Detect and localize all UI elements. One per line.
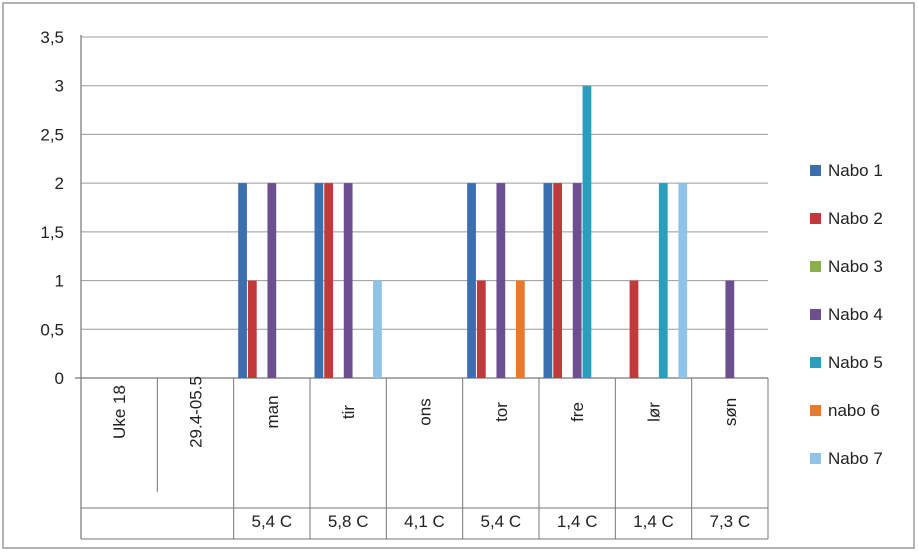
bar	[582, 85, 592, 378]
legend-swatch	[810, 261, 821, 272]
category-label: lør	[645, 402, 664, 422]
category-sub-label: 5,8 C	[328, 512, 369, 531]
bar	[267, 183, 277, 378]
y-tick-label: 3	[55, 77, 64, 96]
bars	[238, 85, 735, 378]
bar	[238, 183, 247, 378]
category-label: fre	[568, 402, 587, 422]
bar	[324, 183, 334, 378]
y-tick-label: 1,5	[40, 223, 64, 242]
bar	[343, 183, 353, 378]
legend-swatch	[810, 453, 821, 464]
bar	[515, 280, 525, 378]
y-tick-label: 1	[55, 272, 64, 291]
category-sub-label: 1,4 C	[633, 512, 674, 531]
y-tick-label: 2	[55, 174, 64, 193]
category-sub-label: 5,4 C	[252, 512, 293, 531]
bar	[314, 183, 324, 378]
bar	[496, 183, 506, 378]
legend-label: Nabo 1	[828, 161, 883, 180]
category-label: 29.4-05.5	[187, 376, 206, 448]
legend-swatch	[810, 405, 821, 416]
bar	[658, 183, 668, 378]
y-tick-label: 2,5	[40, 125, 64, 144]
category-sub-label: 1,4 C	[557, 512, 598, 531]
category-label: tor	[492, 402, 511, 422]
bar	[373, 280, 382, 378]
bar	[725, 280, 735, 378]
legend: Nabo 1 Nabo 2 Nabo 3 Nabo 4 Nabo 5 nabo 6 Nabo…	[810, 161, 883, 468]
bar	[476, 280, 486, 378]
category-sub-label: 5,4 C	[481, 512, 522, 531]
legend-swatch	[810, 309, 821, 320]
legend-label: Nabo 7	[828, 449, 883, 468]
legend-swatch	[810, 357, 821, 368]
legend-swatch	[810, 165, 821, 176]
bar	[678, 183, 688, 378]
category-sub-label: 7,3 C	[710, 512, 751, 531]
category-label: ons	[416, 398, 435, 425]
bar	[629, 280, 639, 378]
y-tick-label: 0	[55, 369, 64, 388]
category-label: Uke 18	[110, 385, 129, 439]
legend-label: Nabo 2	[828, 209, 883, 228]
legend-label: Nabo 4	[828, 305, 883, 324]
legend-swatch	[810, 213, 821, 224]
bar	[553, 183, 563, 378]
bar	[572, 183, 582, 378]
category-label: man	[263, 395, 282, 428]
legend-label: Nabo 3	[828, 257, 883, 276]
bar	[247, 280, 257, 378]
bar	[543, 183, 553, 378]
legend-label: nabo 6	[828, 401, 880, 420]
category-label: tir	[339, 405, 358, 420]
legend-label: Nabo 5	[828, 353, 883, 372]
y-tick-label: 0,5	[40, 320, 64, 339]
category-table	[81, 378, 769, 540]
category-label: søn	[721, 398, 740, 426]
category-sub-label: 4,1 C	[404, 512, 445, 531]
bar	[467, 183, 476, 378]
gridlines	[81, 36, 768, 330]
y-tick-label: 3,5	[40, 28, 64, 47]
